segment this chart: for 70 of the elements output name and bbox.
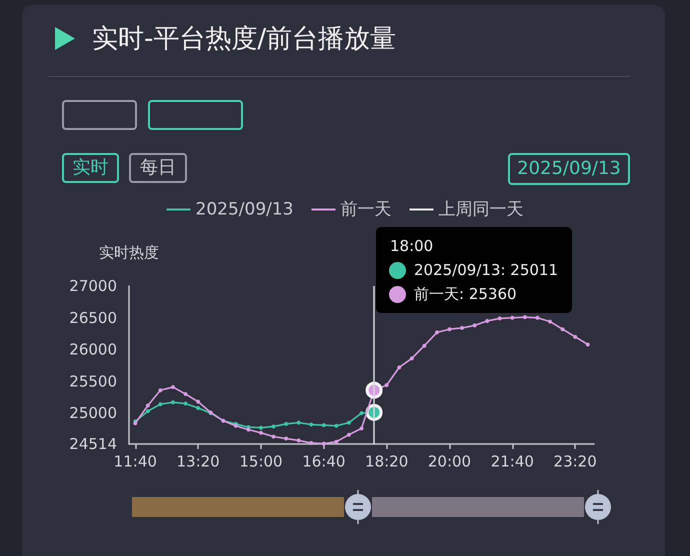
- point: [548, 320, 552, 324]
- point: [284, 436, 288, 441]
- point: [535, 316, 540, 320]
- point: [334, 440, 338, 444]
- point: [410, 356, 414, 360]
- point: [146, 403, 150, 408]
- x-tick-label: 13:20: [176, 452, 220, 470]
- point: [284, 422, 288, 426]
- point: [522, 315, 527, 320]
- x-tick-label: 15:00: [239, 452, 283, 470]
- legend-label: 前一天: [340, 200, 392, 220]
- x-tick-label: 21:40: [490, 452, 534, 470]
- point: [498, 316, 502, 320]
- y-tick-label: 25000: [69, 404, 117, 422]
- legend-label: 2025/09/13: [196, 200, 294, 220]
- point: [422, 344, 426, 348]
- y-tick-label: 26500: [69, 308, 117, 327]
- point: [146, 409, 150, 414]
- point: [196, 406, 200, 410]
- legend-label: 上周同一天: [438, 200, 524, 220]
- x-tick-label: 20:00: [428, 452, 472, 470]
- y-tick-label: 24514: [69, 435, 117, 453]
- point: [296, 420, 301, 425]
- point: [346, 420, 351, 425]
- point: [309, 422, 314, 427]
- point: [384, 383, 389, 388]
- point: [184, 402, 188, 406]
- point: [158, 388, 162, 392]
- tooltip-box: 18:00 2025/09/13: 25011 前一天: 25360: [376, 227, 572, 313]
- point: [472, 323, 477, 328]
- x-tick-label: 18:20: [365, 452, 408, 470]
- y-axis-title: 实时热度: [99, 244, 159, 262]
- point: [397, 365, 402, 370]
- point: [258, 426, 263, 430]
- point: [246, 428, 250, 432]
- x-tick-label: 23:20: [554, 452, 597, 470]
- point: [360, 411, 364, 416]
- point: [322, 423, 326, 428]
- point: [158, 402, 162, 406]
- point: [196, 400, 200, 404]
- point: [171, 385, 175, 390]
- y-tick-label: 27000: [69, 277, 117, 295]
- text: 实时: [62, 153, 119, 183]
- point: [296, 438, 301, 442]
- y-tick-label: 25500: [69, 372, 117, 390]
- point: [485, 318, 490, 323]
- point: [309, 440, 314, 445]
- point: [258, 430, 263, 435]
- y-tick-label: 26000: [69, 340, 117, 359]
- point: [334, 424, 338, 428]
- point: [171, 400, 175, 404]
- x-tick-label: 16:40: [302, 452, 346, 470]
- point: [322, 442, 326, 446]
- text: 2025/09/13: [508, 153, 630, 185]
- point: [272, 424, 276, 428]
- point: [510, 316, 514, 320]
- chart-title: 实时-平台热度/前台播放量: [92, 23, 396, 56]
- point: [573, 334, 578, 339]
- text: 每日: [129, 153, 187, 183]
- point: [560, 327, 565, 332]
- annotation: 前一天: 25360: [414, 285, 517, 303]
- point: [460, 326, 464, 330]
- point: [184, 392, 188, 396]
- point: [272, 434, 276, 439]
- point: [434, 330, 439, 334]
- point: [447, 327, 452, 332]
- point: [346, 432, 351, 437]
- point: [586, 342, 590, 346]
- point: [360, 426, 364, 430]
- x-tick-label: 11:40: [114, 452, 157, 470]
